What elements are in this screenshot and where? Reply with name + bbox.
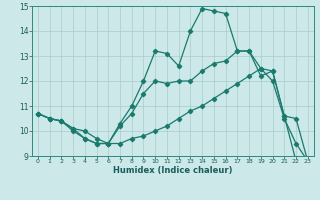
X-axis label: Humidex (Indice chaleur): Humidex (Indice chaleur): [113, 166, 233, 175]
